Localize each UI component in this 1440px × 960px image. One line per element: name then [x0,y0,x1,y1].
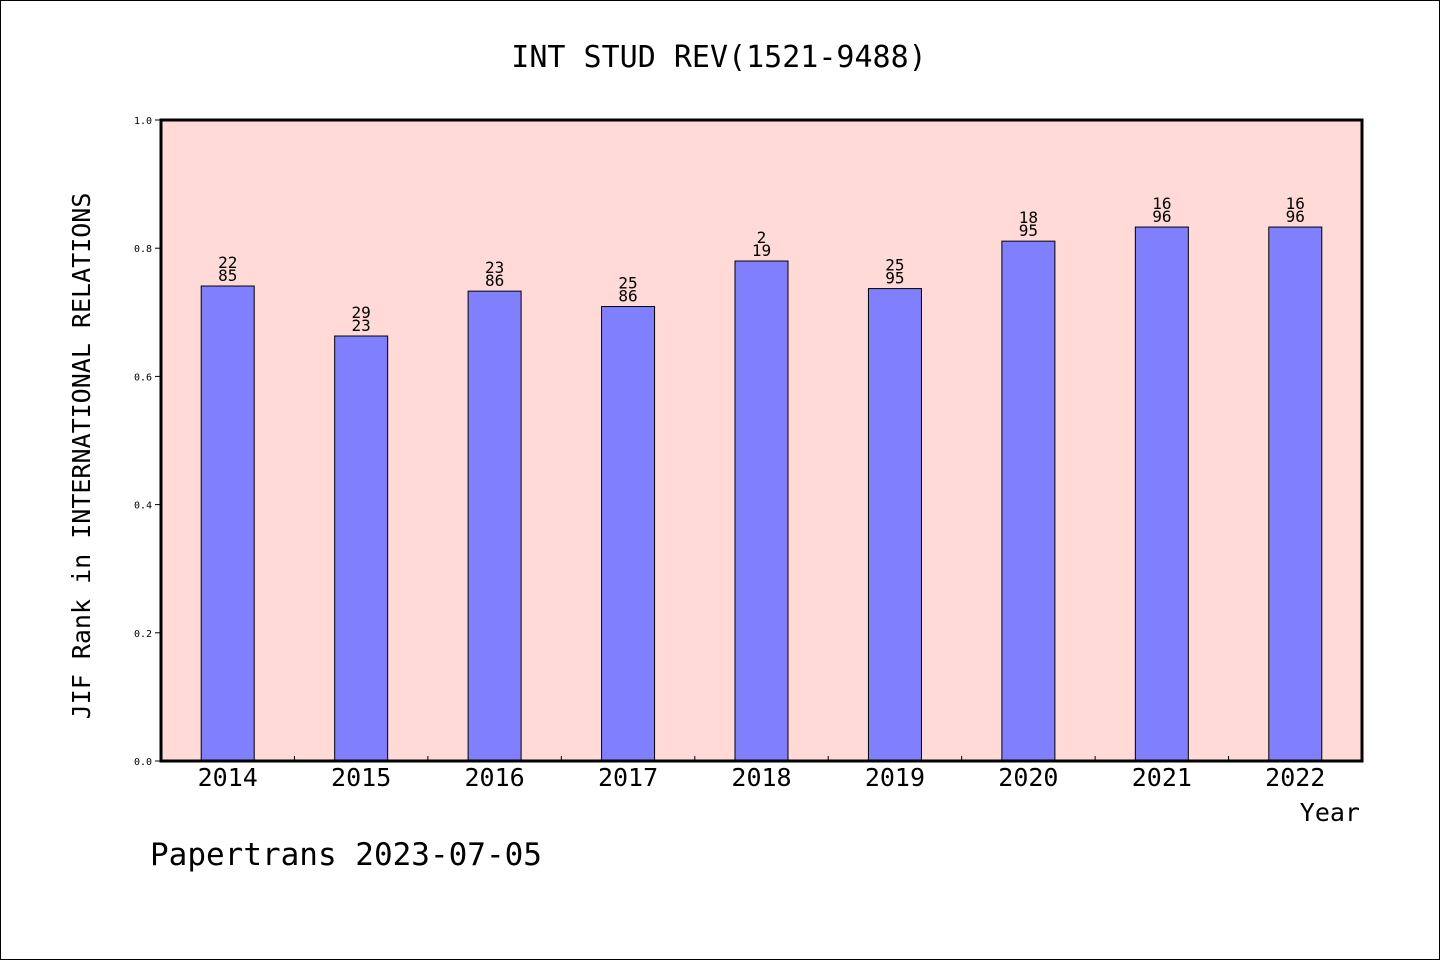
bar-2014 [200,285,255,762]
rank-label-bottom: 19 [752,241,771,260]
rank-label-top: 25 [618,274,637,293]
y-tick-label: 0.4 [134,501,152,512]
rank-label-top: 2 [757,228,767,247]
x-tick-label: 2014 [198,763,258,792]
y-axis-ticks: 0.0 0.2 0.4 0.6 0.8 1.0 [134,116,161,768]
rank-label-top: 16 [1152,194,1171,213]
x-tick-label: 2022 [1265,763,1325,792]
rank-label-top: 22 [218,253,237,272]
x-tick-label: 2016 [465,763,525,792]
rank-label-bottom: 96 [1152,207,1171,226]
plot-border [159,118,1364,763]
x-tick-label: 2019 [865,763,925,792]
rank-label-top: 29 [352,303,371,322]
x-axis-label: Year [1300,798,1360,827]
rank-label-bottom: 95 [1019,221,1038,240]
rank-label-top: 16 [1286,194,1305,213]
bar-2022 [1268,226,1323,762]
bar-2016 [467,290,522,762]
rank-label-top: 23 [485,258,504,277]
x-tick-label: 2018 [731,763,791,792]
x-tick-label: 2020 [998,763,1058,792]
y-tick-label: 1.0 [134,116,152,127]
rank-label-bottom: 86 [618,287,637,306]
y-tick-label: 0.8 [134,244,152,255]
x-tick-label: 2017 [598,763,658,792]
y-tick-label: 0.6 [134,372,152,383]
bar-2015 [334,335,389,762]
footer-stamp: Papertrans 2023-07-05 [150,837,542,873]
x-axis-ticks: 2014 2015 2016 2017 2018 2019 2020 2021 2022 [198,756,1325,792]
rank-label-bottom: 86 [485,271,504,290]
y-tick-label: 0.2 [134,629,152,640]
bar-2019 [867,288,922,762]
y-tick-label: 0.0 [134,757,152,768]
bar-2018 [734,260,789,762]
x-tick-label: 2021 [1132,763,1192,792]
rank-label-bottom: 96 [1286,207,1305,226]
bar-2021 [1134,226,1189,762]
rank-label-bottom: 85 [218,266,237,285]
bar-2020 [1001,240,1056,762]
rank-label-top: 25 [885,256,904,275]
bar-2017 [601,306,656,762]
rank-label-top: 18 [1019,208,1038,227]
rank-label-bottom: 23 [352,316,371,335]
y-axis-label: JIF Rank in INTERNATIONAL RELATIONS [67,193,96,720]
rank-label-bottom: 95 [885,269,904,288]
bars-group [200,226,1323,762]
chart-title: INT STUD REV(1521-9488) [511,40,926,75]
x-tick-label: 2015 [331,763,391,792]
